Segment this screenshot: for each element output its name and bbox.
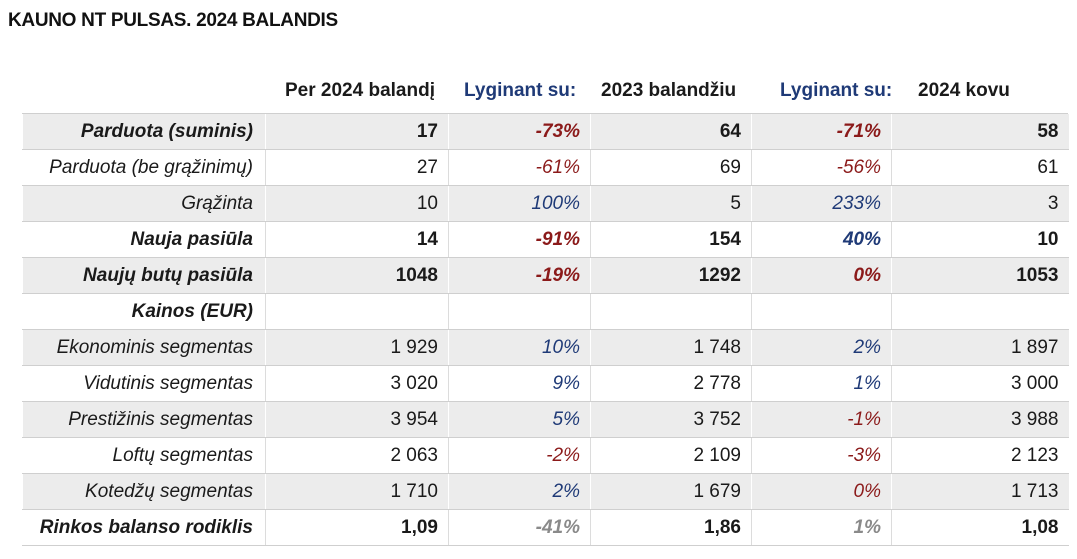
cell-current: 14 — [265, 221, 449, 258]
header-compare-1: Lyginant su: — [464, 80, 577, 101]
page-title: KAUNO NT PULSAS. 2024 BALANDIS — [8, 10, 338, 31]
table-top-divider — [22, 113, 1068, 114]
cell-current: 1048 — [265, 257, 449, 294]
table-row: Loftų segmentas 2 063 -2% 2 109 -3% 2 123 — [22, 437, 1069, 474]
cell-previous-month: 3 000 — [891, 365, 1069, 402]
cell-change-vs-year: 100% — [448, 185, 591, 222]
cell-current: 1 710 — [265, 473, 449, 510]
cell-previous-month: 1053 — [891, 257, 1069, 294]
cell-change-vs-month — [751, 293, 892, 330]
row-label: Vidutinis segmentas — [22, 365, 266, 402]
row-label: Parduota (suminis) — [22, 114, 266, 150]
market-pulse-table: Parduota (suminis) 17 -73% 64 -71% 58 Parduota… — [22, 114, 1069, 546]
cell-previous-year: 69 — [590, 149, 752, 186]
cell-previous-month: 1 713 — [891, 473, 1069, 510]
cell-previous-year: 1,86 — [590, 509, 752, 546]
cell-previous-year: 2 109 — [590, 437, 752, 474]
column-headers: Per 2024 balandį Lyginant su: 2023 balan… — [0, 80, 1077, 104]
cell-change-vs-month: 40% — [751, 221, 892, 258]
cell-change-vs-month: 0% — [751, 473, 892, 510]
cell-change-vs-year: 5% — [448, 401, 591, 438]
cell-change-vs-year: -91% — [448, 221, 591, 258]
table-row: Nauja pasiūla 14 -91% 154 40% 10 — [22, 221, 1069, 258]
cell-change-vs-month: 0% — [751, 257, 892, 294]
row-label: Rinkos balanso rodiklis — [22, 509, 266, 546]
cell-previous-year — [590, 293, 752, 330]
table-row: Parduota (suminis) 17 -73% 64 -71% 58 — [22, 114, 1069, 150]
table-row: Kainos (EUR) — [22, 293, 1069, 330]
cell-current: 1,09 — [265, 509, 449, 546]
cell-current: 17 — [265, 114, 449, 150]
table-row: Ekonominis segmentas 1 929 10% 1 748 2% 1 897 — [22, 329, 1069, 366]
cell-previous-year: 154 — [590, 221, 752, 258]
cell-change-vs-month: -3% — [751, 437, 892, 474]
row-label: Naujų butų pasiūla — [22, 257, 266, 294]
cell-previous-month: 1,08 — [891, 509, 1069, 546]
cell-previous-month: 3 988 — [891, 401, 1069, 438]
header-previous-year: 2023 balandžiu — [601, 80, 737, 101]
cell-current: 3 020 — [265, 365, 449, 402]
table-row: Parduota (be grąžinimų) 27 -61% 69 -56% 61 — [22, 149, 1069, 186]
cell-previous-year: 64 — [590, 114, 752, 150]
cell-previous-month: 3 — [891, 185, 1069, 222]
cell-previous-year: 1 679 — [590, 473, 752, 510]
cell-change-vs-month: -71% — [751, 114, 892, 150]
cell-previous-month: 61 — [891, 149, 1069, 186]
cell-current: 10 — [265, 185, 449, 222]
table-row: Prestižinis segmentas 3 954 5% 3 752 -1% 3 98… — [22, 401, 1069, 438]
cell-change-vs-month: -1% — [751, 401, 892, 438]
cell-change-vs-year: 2% — [448, 473, 591, 510]
header-compare-2: Lyginant su: — [780, 80, 893, 101]
cell-previous-year: 1292 — [590, 257, 752, 294]
row-label: Grąžinta — [22, 185, 266, 222]
cell-change-vs-year: 10% — [448, 329, 591, 366]
cell-previous-year: 5 — [590, 185, 752, 222]
cell-current: 2 063 — [265, 437, 449, 474]
table-row: Grąžinta 10 100% 5 233% 3 — [22, 185, 1069, 222]
row-label: Nauja pasiūla — [22, 221, 266, 258]
header-current-period: Per 2024 balandį — [285, 80, 435, 101]
cell-change-vs-year: 9% — [448, 365, 591, 402]
cell-previous-month: 58 — [891, 114, 1069, 150]
cell-current: 27 — [265, 149, 449, 186]
cell-previous-year: 2 778 — [590, 365, 752, 402]
cell-change-vs-year: -61% — [448, 149, 591, 186]
cell-change-vs-year: -2% — [448, 437, 591, 474]
cell-change-vs-year: -73% — [448, 114, 591, 150]
cell-previous-year: 3 752 — [590, 401, 752, 438]
table-row: Naujų butų pasiūla 1048 -19% 1292 0% 1053 — [22, 257, 1069, 294]
cell-previous-month — [891, 293, 1069, 330]
cell-current: 1 929 — [265, 329, 449, 366]
row-label: Ekonominis segmentas — [22, 329, 266, 366]
cell-change-vs-month: 1% — [751, 365, 892, 402]
cell-current: 3 954 — [265, 401, 449, 438]
cell-change-vs-month: 233% — [751, 185, 892, 222]
cell-change-vs-year: -19% — [448, 257, 591, 294]
cell-change-vs-year — [448, 293, 591, 330]
cell-previous-month: 10 — [891, 221, 1069, 258]
table-row: Rinkos balanso rodiklis 1,09 -41% 1,86 1% 1,0… — [22, 509, 1069, 546]
header-previous-month: 2024 kovu — [918, 80, 1010, 101]
row-label: Kotedžų segmentas — [22, 473, 266, 510]
cell-change-vs-month: -56% — [751, 149, 892, 186]
row-label: Prestižinis segmentas — [22, 401, 266, 438]
table-row: Vidutinis segmentas 3 020 9% 2 778 1% 3 000 — [22, 365, 1069, 402]
cell-previous-month: 2 123 — [891, 437, 1069, 474]
row-label: Loftų segmentas — [22, 437, 266, 474]
cell-current — [265, 293, 449, 330]
cell-change-vs-month: 2% — [751, 329, 892, 366]
table-row: Kotedžų segmentas 1 710 2% 1 679 0% 1 713 — [22, 473, 1069, 510]
cell-previous-year: 1 748 — [590, 329, 752, 366]
row-label: Parduota (be grąžinimų) — [22, 149, 266, 186]
row-label: Kainos (EUR) — [22, 293, 266, 330]
cell-change-vs-year: -41% — [448, 509, 591, 546]
cell-previous-month: 1 897 — [891, 329, 1069, 366]
cell-change-vs-month: 1% — [751, 509, 892, 546]
